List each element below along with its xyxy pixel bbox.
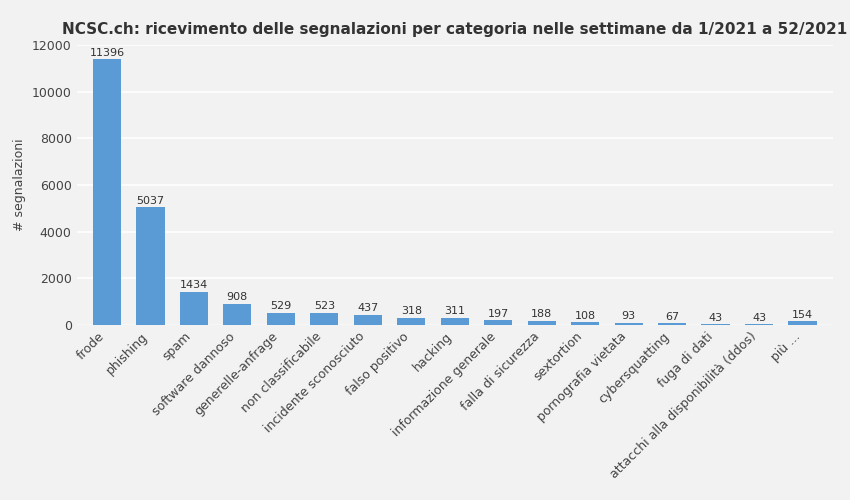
Bar bbox=[354, 315, 382, 325]
Text: 197: 197 bbox=[488, 309, 509, 319]
Bar bbox=[615, 323, 643, 325]
Text: 1434: 1434 bbox=[179, 280, 208, 290]
Bar bbox=[745, 324, 774, 325]
Bar bbox=[701, 324, 730, 325]
Text: 11396: 11396 bbox=[89, 48, 124, 58]
Text: 523: 523 bbox=[314, 302, 335, 312]
Bar bbox=[789, 322, 817, 325]
Bar bbox=[571, 322, 599, 325]
Bar bbox=[440, 318, 469, 325]
Text: 93: 93 bbox=[621, 312, 636, 322]
Text: 908: 908 bbox=[227, 292, 248, 302]
Text: 67: 67 bbox=[665, 312, 679, 322]
Text: 5037: 5037 bbox=[136, 196, 164, 206]
Bar bbox=[484, 320, 513, 325]
Title: NCSC.ch: ricevimento delle segnalazioni per categoria nelle settimane da 1/2021 : NCSC.ch: ricevimento delle segnalazioni … bbox=[62, 22, 847, 37]
Bar bbox=[310, 313, 338, 325]
Bar bbox=[136, 208, 165, 325]
Text: 318: 318 bbox=[400, 306, 422, 316]
Text: 43: 43 bbox=[709, 312, 722, 322]
Text: 154: 154 bbox=[792, 310, 813, 320]
Text: 188: 188 bbox=[531, 309, 552, 319]
Text: 311: 311 bbox=[445, 306, 465, 316]
Text: 529: 529 bbox=[270, 302, 292, 312]
Text: 43: 43 bbox=[752, 312, 766, 322]
Bar bbox=[397, 318, 425, 325]
Bar bbox=[179, 292, 208, 325]
Bar bbox=[658, 324, 686, 325]
Text: 108: 108 bbox=[575, 311, 596, 321]
Text: 437: 437 bbox=[357, 304, 378, 314]
Bar bbox=[93, 59, 121, 325]
Bar bbox=[528, 320, 556, 325]
Y-axis label: # segnalazioni: # segnalazioni bbox=[14, 138, 26, 232]
Bar bbox=[267, 312, 295, 325]
Bar bbox=[224, 304, 252, 325]
